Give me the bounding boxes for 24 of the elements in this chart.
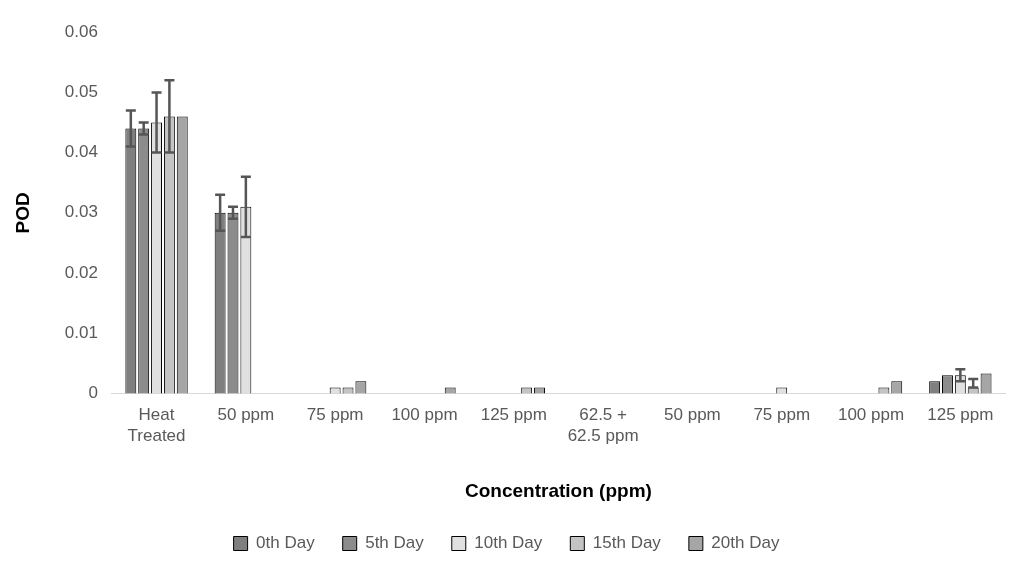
- legend-label: 0th Day: [256, 533, 316, 553]
- y-tick-label: 0.06: [64, 21, 98, 41]
- y-tick-label: 0.02: [64, 262, 98, 282]
- x-tick-label: 75 ppm: [753, 405, 811, 425]
- x-tick-label: 125 ppm: [480, 405, 547, 425]
- x-tick-label: Heat Treated: [127, 405, 186, 445]
- legend-label: 20th Day: [711, 533, 780, 553]
- x-tick-label: 62.5 + 62.5 ppm: [567, 405, 639, 445]
- y-tick-label: 0.03: [64, 202, 98, 222]
- x-tick-label: 75 ppm: [306, 405, 364, 425]
- y-tick-label: 0: [88, 383, 98, 403]
- y-axis-title: POD: [11, 192, 33, 234]
- x-axis-title: Concentration (ppm): [465, 479, 652, 501]
- y-tick-label: 0.05: [64, 82, 98, 102]
- legend-label: 15th Day: [592, 533, 662, 553]
- y-tick-label: 0.04: [64, 142, 98, 162]
- x-tick-label: 100 ppm: [837, 405, 905, 425]
- x-tick-label: 100 ppm: [391, 405, 458, 425]
- y-tick-label: 0.01: [64, 322, 98, 342]
- x-tick-label: 125 ppm: [927, 405, 994, 425]
- x-tick-label: 50 ppm: [217, 405, 275, 425]
- legend-label: 10th Day: [474, 533, 543, 553]
- x-tick-label: 50 ppm: [664, 405, 721, 425]
- legend-label: 5th Day: [365, 533, 425, 553]
